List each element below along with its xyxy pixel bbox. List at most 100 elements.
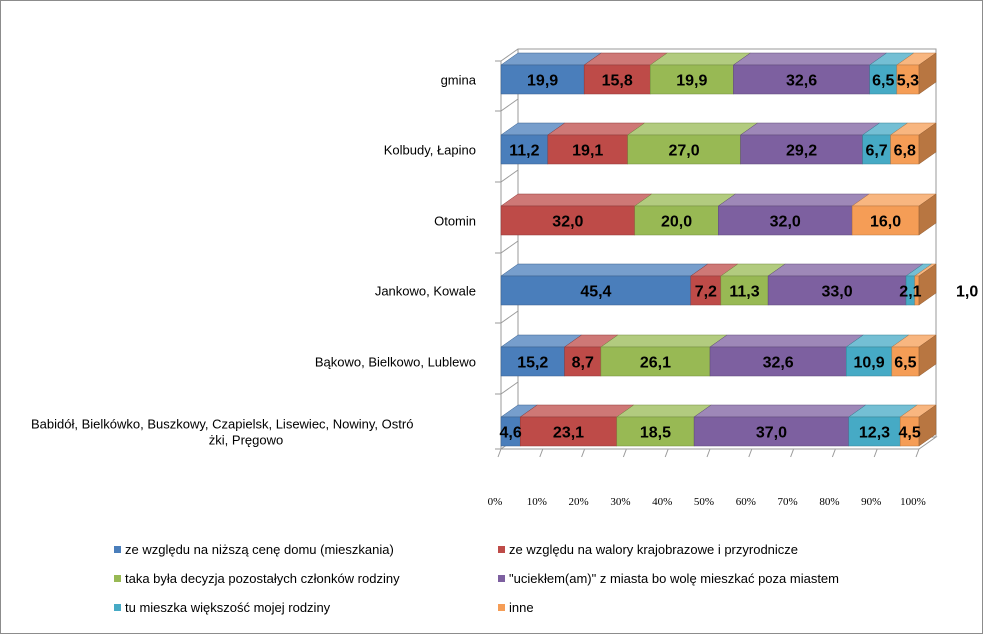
chart-walls (495, 48, 938, 450)
data-label: 2,1 (899, 284, 921, 301)
legend-swatch (498, 575, 505, 582)
x-axis-tick (748, 448, 753, 458)
bar-segment (767, 275, 907, 306)
x-tick-label: 50% (694, 496, 714, 508)
x-axis-tick (873, 448, 878, 458)
category-label: żki, Pręgowo (209, 433, 283, 448)
bar-segment (890, 134, 920, 165)
data-label: 32,0 (552, 214, 583, 231)
x-tick-label: 90% (861, 496, 881, 508)
x-tick-label: 70% (778, 496, 798, 508)
bar-segment-top (626, 122, 759, 136)
data-label: 1,0 (956, 284, 978, 301)
bar-segment-top (767, 263, 924, 277)
data-label: 10,9 (853, 355, 884, 372)
data-label: 5,3 (897, 73, 919, 90)
bar-segment (500, 275, 692, 306)
x-axis-tick (915, 448, 920, 458)
bar-segment-top (693, 404, 867, 418)
bar-segment (600, 346, 711, 377)
data-label: 11,3 (729, 284, 759, 301)
bar-segment (519, 416, 618, 447)
legend-label: taka była decyzja pozostałych członków r… (125, 571, 400, 586)
x-tick-label: 30% (610, 496, 630, 508)
bar-segment (733, 64, 870, 95)
bar-segment-top (600, 334, 728, 348)
bar-segment (564, 346, 602, 377)
legend-label: tu mieszka większość mojej rodziny (125, 600, 331, 615)
wall-gridline (500, 310, 519, 324)
data-label: 29,2 (786, 143, 817, 160)
x-axis-tick (539, 448, 544, 458)
x-axis: 0% 10% 20% 30% 40% 50% 60% 70% 80% 90% 100% (488, 448, 926, 508)
bar-segment (500, 346, 565, 377)
wall-gridline (500, 98, 519, 112)
data-label: 23,1 (553, 425, 584, 442)
data-label: 6,7 (865, 143, 887, 160)
wall-gridline (500, 169, 519, 183)
bar-segment-side (918, 122, 937, 165)
bar-segment (690, 275, 722, 306)
bar-segment (851, 205, 920, 236)
data-label: 37,0 (756, 425, 787, 442)
bar-segment-top (649, 52, 752, 66)
bar-segment (891, 346, 920, 377)
data-label: 19,9 (676, 73, 707, 90)
data-label: 16,0 (870, 214, 901, 231)
bar-segment (846, 346, 893, 377)
data-labels: 19,9 15,8 19,9 32,6 6,5 5,311,2 19,1 27,0 29,2 6,… (499, 73, 978, 442)
wall-gridline (500, 240, 519, 254)
data-label: 8,7 (572, 355, 594, 372)
bar-segment (627, 134, 741, 165)
data-label: 20,0 (661, 214, 692, 231)
data-label: 26,1 (640, 355, 671, 372)
bar-segment (500, 205, 636, 236)
legend-swatch (498, 546, 505, 553)
legend: ze względu na niższą cenę domu (mieszkan… (114, 542, 839, 615)
bar-segment (862, 134, 891, 165)
bar-segment (740, 134, 863, 165)
category-label: Jankowo, Kowale (375, 284, 476, 299)
legend-label: "uciekłem(am)" z miasta bo wolę mieszkać… (509, 571, 839, 586)
data-label: 6,8 (894, 143, 916, 160)
data-label: 27,0 (669, 143, 700, 160)
bar-segment-side (918, 404, 937, 447)
bar-segment-top (500, 263, 709, 277)
legend-swatch (498, 604, 505, 611)
bar-segment (848, 416, 901, 447)
bar-segment-top (717, 193, 870, 207)
x-tick-label: 80% (819, 496, 839, 508)
data-label: 32,6 (763, 355, 794, 372)
x-axis-tick (664, 448, 669, 458)
bar-segment-top (732, 52, 888, 66)
category-label: Bąkowo, Bielkowo, Lublewo (315, 355, 476, 370)
data-label: 18,5 (640, 425, 671, 442)
legend-swatch (114, 604, 121, 611)
bar-segments (500, 52, 937, 447)
bar-segment-top (500, 52, 602, 66)
x-axis-tick (706, 448, 711, 458)
x-tick-label: 60% (736, 496, 756, 508)
bar-segment (634, 205, 719, 236)
bar-segment-side (918, 52, 937, 95)
data-label: 33,0 (822, 284, 853, 301)
data-label: 12,3 (859, 425, 890, 442)
bar-segment-top (519, 404, 635, 418)
x-axis-tick (790, 448, 795, 458)
bar-segment-top (500, 193, 653, 207)
legend-label: inne (509, 600, 534, 615)
data-label: 45,4 (580, 284, 611, 301)
bar-segment (583, 64, 651, 95)
data-label: 15,8 (602, 73, 633, 90)
category-label: gmina (441, 73, 477, 88)
bar-segment (500, 134, 549, 165)
bar-segment-side (918, 263, 937, 306)
legend-swatch (114, 546, 121, 553)
legend-label: ze względu na niższą cenę domu (mieszkan… (125, 542, 394, 557)
bar-segment-top (633, 193, 737, 207)
bar-segment (693, 416, 850, 447)
data-label: 4,5 (898, 425, 920, 442)
data-label: 32,6 (786, 73, 817, 90)
legend-swatch (114, 575, 121, 582)
